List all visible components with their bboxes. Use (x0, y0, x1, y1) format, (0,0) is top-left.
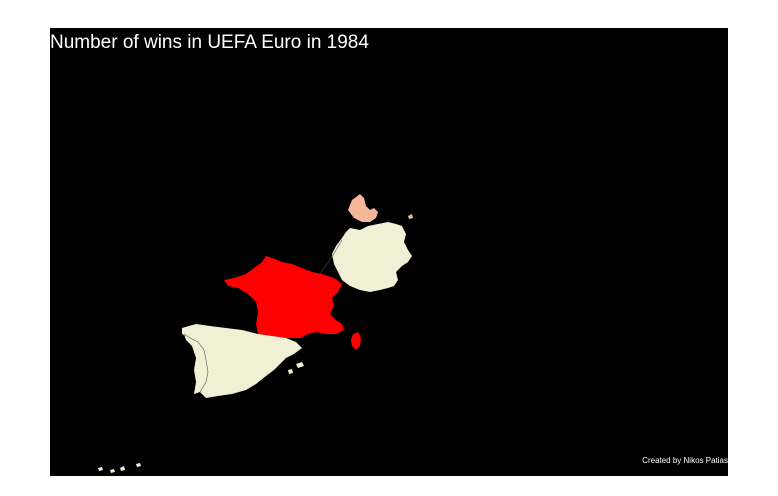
country-france-corsica[interactable] (351, 332, 361, 350)
island-canary-3[interactable] (120, 466, 125, 471)
country-spain[interactable] (182, 324, 302, 398)
island-balearic-2[interactable] (288, 369, 293, 374)
country-france[interactable] (224, 256, 344, 338)
island-canary-1[interactable] (98, 467, 103, 471)
map-title: Number of wins in UEFA Euro in 1984 (50, 32, 369, 53)
island-canary-4[interactable] (136, 463, 141, 467)
map-svg (98, 194, 413, 473)
country-west-germany[interactable] (332, 222, 412, 292)
island-canary-2[interactable] (110, 469, 115, 473)
map-credit: Created by Nikos Patias (642, 456, 728, 465)
border-spain-portugal (183, 333, 209, 393)
map-panel: Number of wins in UEFA Euro in 1984 Crea… (50, 28, 728, 476)
country-denmark[interactable] (348, 194, 378, 222)
border-france-germany (319, 239, 343, 275)
country-portugal[interactable] (184, 334, 208, 394)
island-balearic-1[interactable] (296, 362, 304, 368)
country-denmark-island[interactable] (408, 214, 413, 219)
